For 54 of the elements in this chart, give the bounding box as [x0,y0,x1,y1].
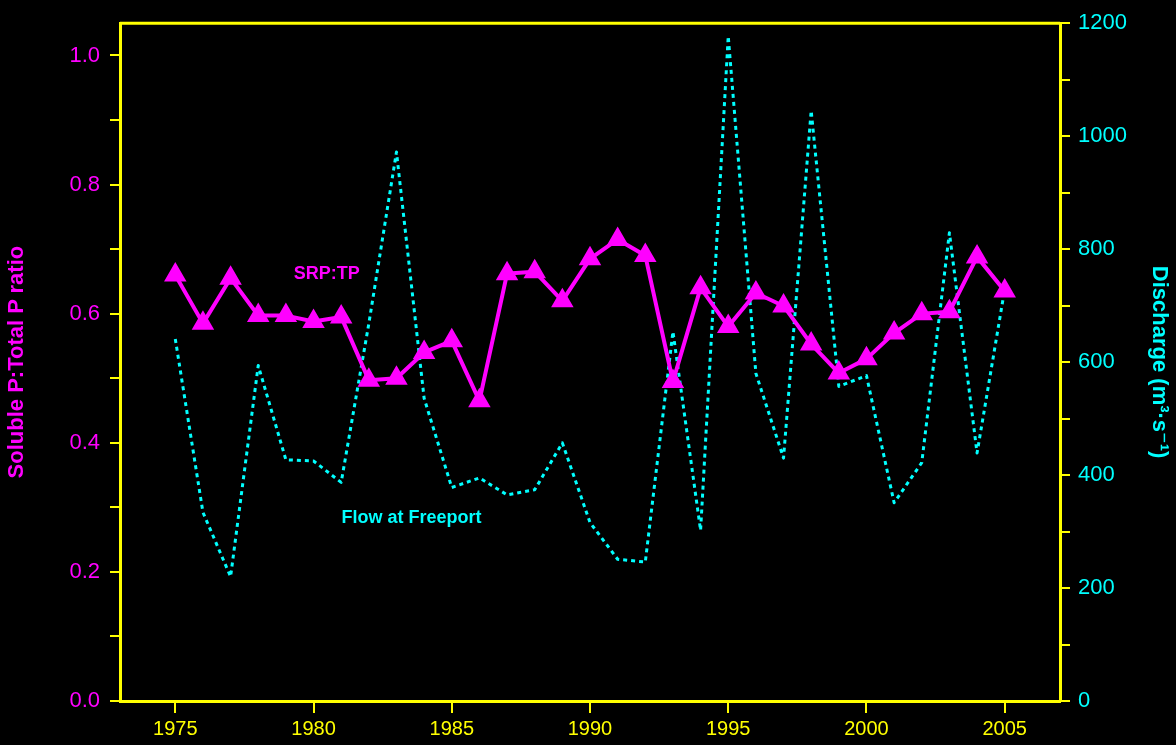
y2-tick-label: 1000 [1078,122,1127,148]
point [746,282,766,300]
y2-tick-label: 600 [1078,348,1115,374]
y-tick-label: 0.8 [69,170,100,196]
point [856,345,878,366]
x-tick-label: 2000 [844,716,889,739]
point [607,228,628,246]
y2-tick-label: 0 [1078,687,1091,713]
point [580,247,600,266]
point [414,341,434,359]
y-tick-label: 0.2 [69,557,100,583]
series-label: Flow at Freeport [341,506,482,527]
point [165,263,186,282]
point [717,313,740,334]
point [967,245,987,264]
point [884,322,904,340]
point [468,387,491,408]
point [829,362,849,380]
y2-axis-title: Discharge (m³·s⁻¹) [1147,265,1173,459]
point [331,305,351,324]
point [193,312,213,330]
x-tick-label: 1990 [567,716,613,739]
y2-tick-label: 400 [1078,461,1115,487]
x-tick-label: 1980 [291,716,336,739]
point [634,242,657,263]
point [359,369,379,387]
y2-tick-label: 800 [1078,235,1115,261]
point [801,333,821,351]
y-tick-label: 0.6 [69,299,100,325]
point [220,267,241,285]
y2-tick-label: 200 [1078,574,1115,600]
point [663,370,683,388]
point [689,274,712,295]
point [386,367,407,385]
point [274,302,297,323]
point [911,300,933,321]
y2-tick-label: 1200 [1078,9,1127,35]
point [994,280,1015,298]
y-tick-label: 0.4 [69,428,100,454]
point [938,298,961,319]
point [247,302,270,323]
point [440,327,463,348]
point [551,287,574,308]
x-tick-label: 2005 [982,716,1027,739]
point [773,294,794,313]
point [303,310,324,328]
y-axis-title: Soluble P:Total P ratio [3,245,29,479]
y-tick-label: 0.0 [69,687,100,713]
x-tick-label: 1975 [153,716,198,739]
x-tick-label: 1985 [429,716,475,739]
series-label: SRP:TP [293,262,360,283]
point [523,258,546,279]
x-tick-label: 1995 [705,716,751,739]
y-tick-label: 1.0 [69,41,100,67]
